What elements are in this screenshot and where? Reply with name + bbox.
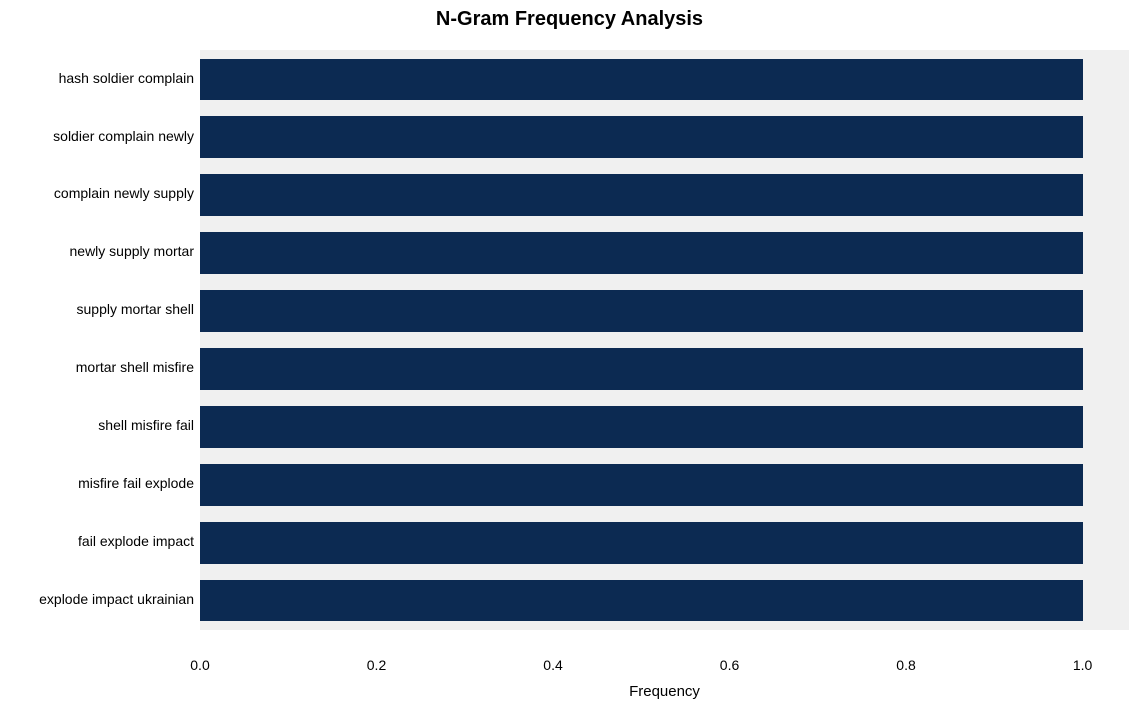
ngram-chart: N-Gram Frequency Analysis hash soldier c… — [0, 0, 1139, 701]
bar — [200, 290, 1083, 332]
x-tick-label: 0.2 — [367, 657, 386, 673]
y-tick-label: newly supply mortar — [70, 243, 195, 259]
y-tick-label: soldier complain newly — [53, 128, 194, 144]
y-tick-label: misfire fail explode — [78, 475, 194, 491]
bar — [200, 464, 1083, 506]
y-tick-label: fail explode impact — [78, 533, 194, 549]
y-tick-label: explode impact ukrainian — [39, 591, 194, 607]
bar — [200, 232, 1083, 274]
y-tick-label: complain newly supply — [54, 185, 194, 201]
bar — [200, 522, 1083, 564]
x-tick-label: 0.6 — [720, 657, 739, 673]
bar — [200, 116, 1083, 158]
y-tick-label: supply mortar shell — [77, 301, 195, 317]
bar — [200, 59, 1083, 101]
bar — [200, 580, 1083, 622]
x-tick-label: 0.8 — [896, 657, 915, 673]
plot-area — [200, 36, 1129, 644]
y-tick-label: shell misfire fail — [98, 417, 194, 433]
x-tick-label: 1.0 — [1073, 657, 1092, 673]
x-tick-label: 0.0 — [190, 657, 209, 673]
chart-title: N-Gram Frequency Analysis — [0, 8, 1139, 31]
bar — [200, 174, 1083, 216]
bar — [200, 348, 1083, 390]
y-tick-label: hash soldier complain — [59, 70, 194, 86]
x-axis-label: Frequency — [200, 683, 1129, 700]
bar — [200, 406, 1083, 448]
x-tick-label: 0.4 — [543, 657, 562, 673]
y-tick-label: mortar shell misfire — [76, 359, 194, 375]
